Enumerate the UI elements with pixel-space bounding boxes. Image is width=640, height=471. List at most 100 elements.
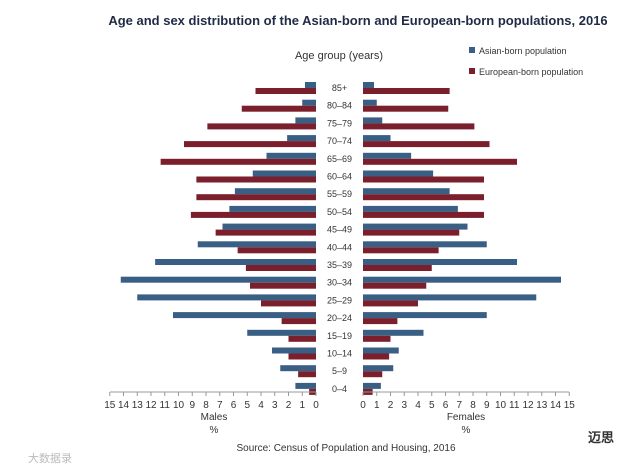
male-axis-tick-label: 0	[313, 400, 319, 411]
bar-asian-male	[272, 347, 316, 354]
male-axis-tick-label: 8	[203, 400, 209, 411]
bar-asian-male	[280, 365, 316, 372]
bar-asian-female	[363, 82, 374, 88]
male-axis-tick-label: 4	[258, 400, 264, 411]
age-group-label: 5–9	[332, 366, 347, 376]
male-axis-tick-label: 9	[189, 400, 195, 411]
bar-asian-male	[252, 170, 316, 177]
bar-european-female	[363, 318, 398, 325]
bar-european-male	[237, 247, 317, 254]
female-axis-unit: %	[462, 425, 471, 436]
bar-asian-male	[120, 276, 316, 283]
bar-asian-female	[363, 347, 399, 354]
bar-asian-male	[173, 312, 316, 319]
female-axis-tick-label: 12	[522, 400, 534, 411]
bar-asian-female	[363, 205, 458, 212]
age-group-label: 20–24	[327, 313, 352, 323]
bar-asian-female	[363, 312, 487, 319]
bar-asian-female	[363, 188, 450, 195]
bar-european-male	[288, 353, 316, 360]
bar-european-male	[281, 318, 317, 325]
male-axis-tick-label: 3	[272, 400, 278, 411]
bar-european-female	[363, 335, 391, 342]
bar-asian-male	[137, 294, 316, 301]
bar-european-male	[255, 88, 316, 94]
bar-european-female	[363, 353, 390, 360]
age-group-label: 65–69	[327, 154, 352, 164]
bar-european-male	[241, 105, 316, 112]
bar-asian-female	[363, 241, 487, 248]
male-axis-tick-label: 6	[231, 400, 237, 411]
bar-asian-female	[363, 294, 537, 301]
bar-asian-male	[295, 382, 317, 389]
age-group-label: 60–64	[327, 172, 352, 182]
chart-title: Age and sex distribution of the Asian-bo…	[108, 13, 607, 28]
male-axis-unit: %	[210, 425, 219, 436]
male-axis-tick-label: 1	[299, 400, 305, 411]
bar-asian-female	[363, 223, 468, 230]
bar-european-female	[363, 282, 427, 289]
female-axis-tick-label: 0	[360, 400, 366, 411]
bar-asian-female	[363, 382, 381, 389]
female-axis-tick-label: 5	[429, 400, 435, 411]
female-axis-tick-label: 7	[456, 400, 462, 411]
age-group-label: 80–84	[327, 101, 352, 111]
bar-asian-male	[222, 223, 316, 230]
bar-european-male	[190, 211, 317, 218]
female-axis-tick-label: 4	[415, 400, 421, 411]
bar-asian-male	[302, 99, 316, 106]
watermark-right: 迈思	[588, 430, 614, 445]
bar-asian-female	[363, 117, 383, 124]
bar-asian-male	[295, 117, 317, 124]
bar-asian-female	[363, 152, 412, 159]
age-axis-title: Age group (years)	[295, 50, 383, 62]
bar-european-male	[184, 141, 316, 148]
bar-european-female	[363, 176, 484, 183]
bar-european-female	[363, 105, 449, 112]
bar-asian-female	[363, 329, 424, 336]
age-group-label: 85+	[332, 83, 347, 93]
female-axis-tick-label: 2	[388, 400, 394, 411]
male-axis-tick-label: 14	[118, 400, 130, 411]
age-group-label: 10–14	[327, 349, 352, 359]
bar-european-female	[363, 141, 490, 148]
watermark-left: 大数据录	[28, 451, 72, 465]
bar-european-male	[207, 123, 317, 130]
bar-asian-female	[363, 276, 561, 283]
bar-european-female	[363, 88, 450, 94]
age-group-label: 75–79	[327, 118, 352, 128]
bar-asian-male	[247, 329, 316, 336]
age-labels: 85+ 80–84 75–79 70–74 65–69 60–64 55–59 50–54 45…	[327, 83, 352, 394]
source-note: Source: Census of Population and Housing…	[236, 443, 455, 454]
bar-asian-male	[197, 241, 316, 248]
female-axis-tick-label: 8	[470, 400, 476, 411]
legend: Asian-born population European-born popu…	[469, 46, 583, 77]
bar-european-male	[298, 371, 317, 378]
bar-asian-female	[363, 259, 517, 265]
bar-asian-male	[266, 152, 316, 159]
bar-european-male	[160, 158, 317, 165]
bar-european-female	[363, 211, 484, 218]
age-group-label: 25–29	[327, 295, 352, 305]
bar-asian-female	[363, 135, 391, 142]
bar-european-female	[363, 265, 432, 271]
male-axis-ticks: 15 14 13 12 11 10 9 8 7 6 5 4 3 2 1 0	[104, 392, 319, 411]
age-group-label: 15–19	[327, 331, 352, 341]
legend-swatch-european	[469, 68, 475, 74]
bar-european-female	[363, 371, 383, 378]
bars-layer	[120, 82, 561, 395]
bar-european-female	[363, 194, 484, 201]
bar-european-male	[261, 300, 316, 307]
female-axis-tick-label: 3	[401, 400, 407, 411]
male-axis-tick-label: 2	[286, 400, 292, 411]
bar-european-male	[215, 229, 317, 236]
female-axis-tick-label: 9	[484, 400, 490, 411]
bar-asian-male	[234, 188, 317, 195]
bar-european-male	[288, 335, 316, 342]
male-axis-tick-label: 11	[160, 400, 171, 411]
male-axis-label: Males	[201, 412, 228, 423]
bar-asian-male	[229, 205, 317, 212]
bar-asian-female	[363, 170, 434, 177]
bar-asian-female	[363, 365, 394, 372]
